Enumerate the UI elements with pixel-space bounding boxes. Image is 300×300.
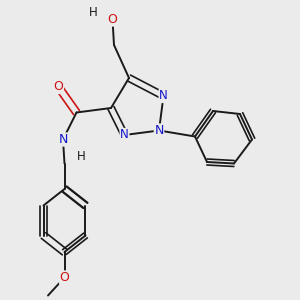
Text: N: N (120, 128, 129, 142)
Text: O: O (108, 13, 117, 26)
Text: N: N (159, 89, 168, 103)
Text: H: H (88, 5, 98, 19)
Text: N: N (58, 133, 68, 146)
Text: H: H (76, 149, 85, 163)
Text: N: N (154, 124, 164, 137)
Text: O: O (54, 80, 63, 94)
Text: O: O (60, 271, 69, 284)
